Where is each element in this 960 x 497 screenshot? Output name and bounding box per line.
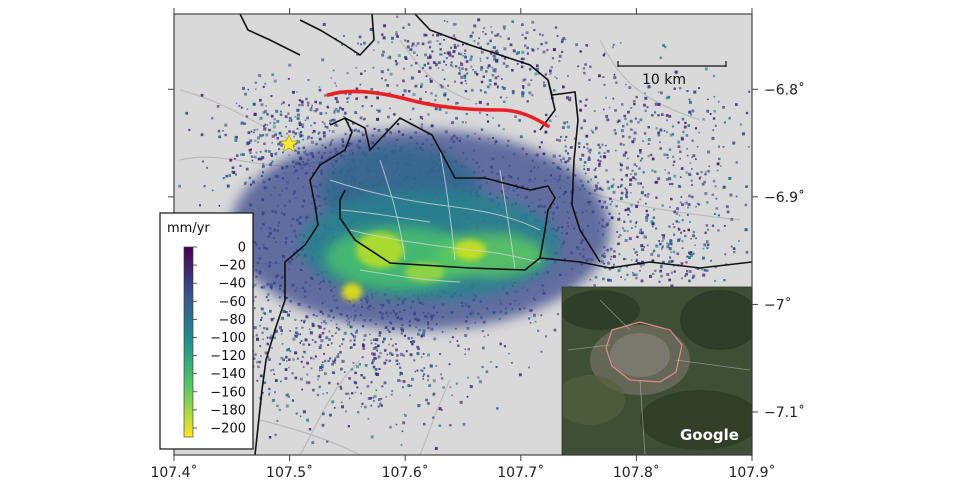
colorbar-tick-label: −200 (210, 421, 246, 436)
city-roads (329, 149, 541, 283)
colorbar-tick-label: −140 (210, 367, 246, 382)
x-axis: 107.4˚ 107.5˚ 107.6˚ 107.7˚ 107.8˚ 107.9˚ (150, 8, 776, 481)
google-label: Google (680, 426, 739, 444)
colorbar-tick-label: −100 (210, 331, 246, 346)
colorbar-tick-label: −60 (219, 295, 246, 310)
y-tick-label: −6.8˚ (764, 81, 805, 98)
scale-bar: 10 km (617, 61, 727, 88)
colorbar-legend: mm/yr 0 −20 −40 −60 −80 −100 −120 −140 −160 −180 −… (159, 212, 254, 450)
x-tick-label: 107.6˚ (382, 464, 429, 481)
y-axis: −6.8˚ −6.9˚ −7˚ −7.1˚ (168, 81, 805, 421)
y-tick-label: −7˚ (764, 296, 792, 313)
colorbar-tick-label: −160 (210, 385, 246, 400)
subsidence-field (230, 130, 610, 330)
colorbar-tick-label: −180 (210, 403, 246, 418)
x-tick-label: 107.8˚ (613, 464, 660, 481)
star-icon (279, 134, 299, 153)
colorbar-tick-label: −20 (219, 259, 246, 274)
colorbar-tick-label: −40 (219, 277, 246, 292)
colorbar-title: mm/yr (167, 221, 210, 236)
x-tick-label: 107.9˚ (728, 464, 775, 481)
y-tick-label: −7.1˚ (764, 404, 805, 421)
scale-bar-label: 10 km (642, 72, 686, 88)
x-tick-label: 107.5˚ (266, 464, 313, 481)
fault-line (326, 89, 550, 128)
y-tick-label: −6.9˚ (764, 189, 805, 206)
x-tick-label: 107.7˚ (497, 464, 544, 481)
colorbar-tick-label: 0 (238, 241, 246, 256)
x-tick-label: 107.4˚ (150, 464, 197, 481)
colorbar-gradient (183, 246, 194, 438)
colorbar-tick-label: −80 (219, 313, 246, 328)
colorbar-tick-label: −120 (210, 349, 246, 364)
satellite-inset: Google (561, 286, 753, 456)
